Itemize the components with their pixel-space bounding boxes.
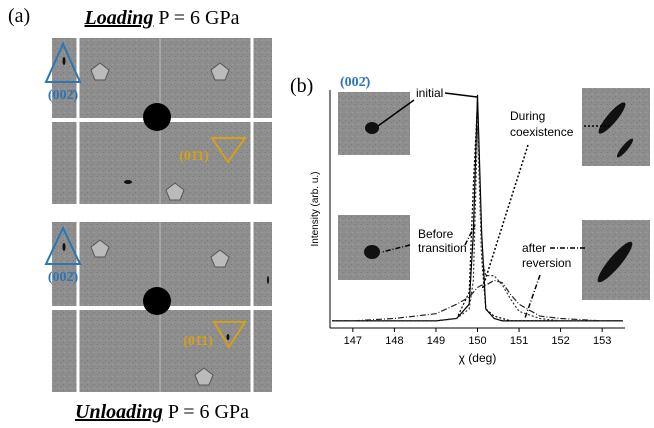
title-emphasis: Loading xyxy=(83,7,153,29)
x-tick-label: 153 xyxy=(593,335,611,347)
x-tick-label: 152 xyxy=(551,335,569,347)
title-emphasis: Unloading xyxy=(75,401,163,423)
reflection-label: (002̄) xyxy=(340,75,371,90)
panel-title: Unloading P = 6 GPa xyxy=(75,401,249,423)
annotation: coexistence xyxy=(510,125,574,139)
annotation: Before xyxy=(418,227,454,241)
annotation: after xyxy=(522,241,546,255)
title-text: P = 6 GPa xyxy=(168,401,249,423)
x-tick-label: 147 xyxy=(344,335,362,347)
annotation: reversion xyxy=(522,256,571,270)
x-tick-label: 150 xyxy=(468,335,486,347)
panel-title: Loading P = 6 GPa xyxy=(83,7,239,29)
reflection-label: (01̄1) xyxy=(183,334,213,349)
insets xyxy=(338,88,650,300)
series-line xyxy=(332,125,623,322)
panel-label: (b) xyxy=(290,75,313,97)
y-axis-label: Intensity (arb. u.) xyxy=(310,171,321,246)
title-text: P = 6 GPa xyxy=(158,7,239,29)
x-tick-label: 148 xyxy=(385,335,403,347)
series-line xyxy=(332,279,623,322)
x-axis-label: χ (deg) xyxy=(459,351,497,365)
reflection-label: (002̄) xyxy=(48,270,79,285)
annotation: transition xyxy=(418,241,467,255)
panel-label: (a) xyxy=(8,5,30,27)
annotation: During xyxy=(510,109,545,123)
detector-images xyxy=(44,38,272,392)
annotation-arrows xyxy=(377,92,610,319)
x-tick-label: 151 xyxy=(510,335,528,347)
annotation: initial xyxy=(416,86,443,100)
reflection-label: (002̄) xyxy=(48,88,79,103)
x-tick-label: 149 xyxy=(427,335,445,347)
reflection-label: (01̄1) xyxy=(179,149,209,164)
